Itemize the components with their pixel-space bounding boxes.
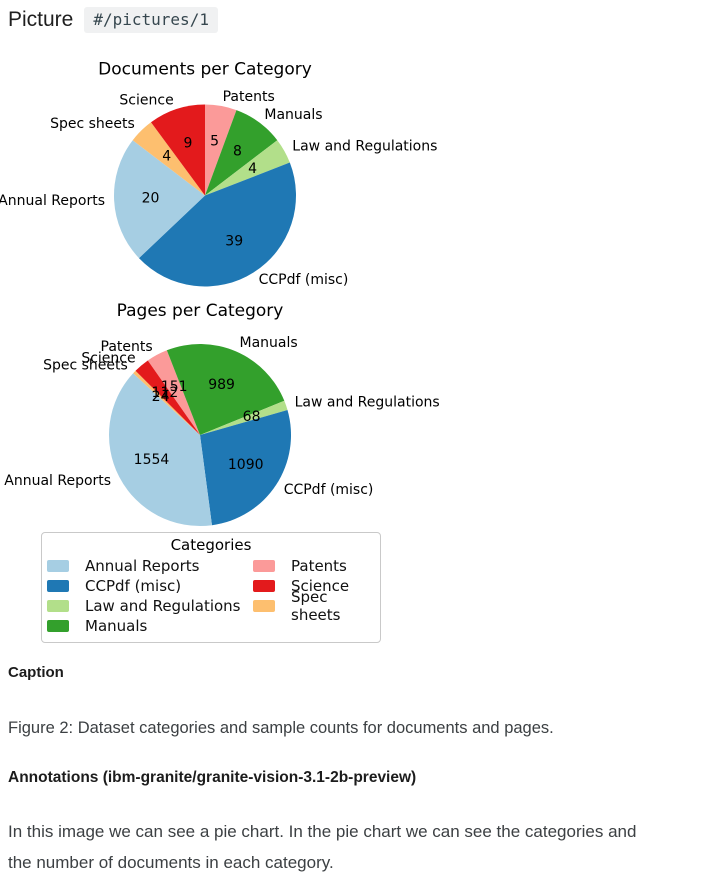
picture-path-chip: #/pictures/1: [84, 7, 218, 33]
spec-sheets-value: 4: [162, 149, 171, 165]
science-value: 9: [183, 136, 192, 152]
pages-chart-title: Pages per Category: [117, 301, 284, 321]
header: Picture #/pictures/1: [8, 7, 218, 33]
legend-label: Science: [291, 577, 350, 595]
page-title: Picture: [8, 8, 74, 31]
ccpdf-misc-slice: [138, 162, 296, 287]
legend-item-ccpdf-misc: CCPdf (misc): [47, 576, 253, 596]
patents-value: 151: [161, 379, 188, 395]
spec-sheets-swatch-icon: [253, 600, 275, 612]
law-and-regulations-swatch-icon: [47, 600, 69, 612]
manuals-label: Manuals: [264, 107, 322, 123]
legend-item-patents: Patents: [253, 556, 375, 576]
annotations-line-1: In this image we can see a pie chart. In…: [8, 822, 637, 841]
law-and-regulations-label: Law and Regulations: [292, 139, 437, 155]
law-and-regulations-slice: [200, 400, 288, 435]
law-and-regulations-label: Law and Regulations: [295, 394, 440, 410]
science-label: Science: [119, 92, 173, 108]
spec-sheets-value: 24: [152, 389, 170, 405]
patents-swatch-icon: [253, 560, 275, 572]
legend-label: CCPdf (misc): [85, 577, 182, 595]
documents-pie-chart: Documents per Category 5 Patents 8 Manuals 4…: [0, 60, 437, 289]
science-swatch-icon: [253, 580, 275, 592]
spec-sheets-label: Spec sheets: [43, 358, 128, 374]
manuals-slice: [166, 344, 285, 435]
annual-reports-slice: [109, 373, 212, 527]
science-slice: [150, 104, 205, 196]
spec-sheets-slice: [132, 122, 205, 196]
annual-reports-label: Annual Reports: [0, 193, 105, 209]
spec-sheets-label: Spec sheets: [50, 116, 135, 132]
manuals-value: 8: [233, 144, 242, 160]
patents-value: 5: [210, 134, 219, 150]
law-and-regulations-value: 4: [248, 161, 257, 177]
manuals-label: Manuals: [240, 335, 298, 351]
annotations-line-2: the number of documents in each category…: [8, 853, 334, 872]
ccpdf-misc-value: 39: [225, 234, 243, 250]
legend-item-spec-sheets: Spec sheets: [253, 588, 375, 624]
legend-item-manuals: Manuals: [47, 616, 253, 636]
legend-label: Patents: [291, 557, 347, 575]
annual-reports-label: Annual Reports: [4, 473, 111, 489]
ccpdf-misc-label: CCPdf (misc): [259, 272, 349, 288]
pages-pie-chart: Pages per Category 151 Patents 989 Manuals 6…: [4, 301, 440, 527]
legend-title: Categories: [170, 536, 252, 554]
manuals-value: 989: [208, 377, 235, 393]
legend-item-law-and-regulations: Law and Regulations: [47, 596, 253, 616]
documents-chart-title: Documents per Category: [98, 60, 312, 80]
spec-sheets-slice: [133, 370, 200, 435]
legend-item-science: Science: [253, 576, 375, 596]
patents-slice: [205, 104, 237, 196]
legend-item-annual-reports: Annual Reports: [47, 556, 253, 576]
caption-heading: Caption: [8, 664, 64, 681]
science-slice: [135, 360, 200, 435]
ccpdf-misc-slice: [200, 409, 292, 526]
manuals-slice: [205, 110, 278, 196]
annotations-text: In this image we can see a pie chart. In…: [8, 816, 724, 878]
legend-label: Spec sheets: [291, 588, 341, 624]
annual-reports-value: 1554: [134, 452, 170, 468]
patents-label: Patents: [223, 89, 275, 105]
patents-slice: [147, 350, 200, 435]
patents-label: Patents: [101, 339, 153, 355]
annual-reports-swatch-icon: [47, 560, 69, 572]
annotations-heading: Annotations (ibm-granite/granite-vision-…: [8, 769, 417, 786]
ccpdf-misc-label: CCPdf (misc): [284, 482, 374, 498]
annual-reports-slice: [113, 140, 205, 259]
science-value: 112: [152, 385, 179, 401]
science-label: Science: [81, 350, 135, 366]
caption-text: Figure 2: Dataset categories and sample …: [8, 719, 554, 737]
annual-reports-value: 20: [142, 190, 160, 206]
law-and-regulations-slice: [205, 140, 290, 196]
legend-entries: Annual Reports CCPdf (misc) Law and Regula…: [47, 556, 375, 636]
legend-label: Annual Reports: [85, 557, 200, 575]
legend-label: Manuals: [85, 617, 148, 635]
chart-legend: Categories Annual Reports CCPdf (misc) Law…: [41, 532, 381, 643]
law-and-regulations-value: 68: [243, 409, 261, 425]
legend-label: Law and Regulations: [85, 597, 241, 615]
ccpdf-misc-swatch-icon: [47, 580, 69, 592]
ccpdf-misc-value: 1090: [228, 457, 264, 473]
manuals-swatch-icon: [47, 620, 69, 632]
